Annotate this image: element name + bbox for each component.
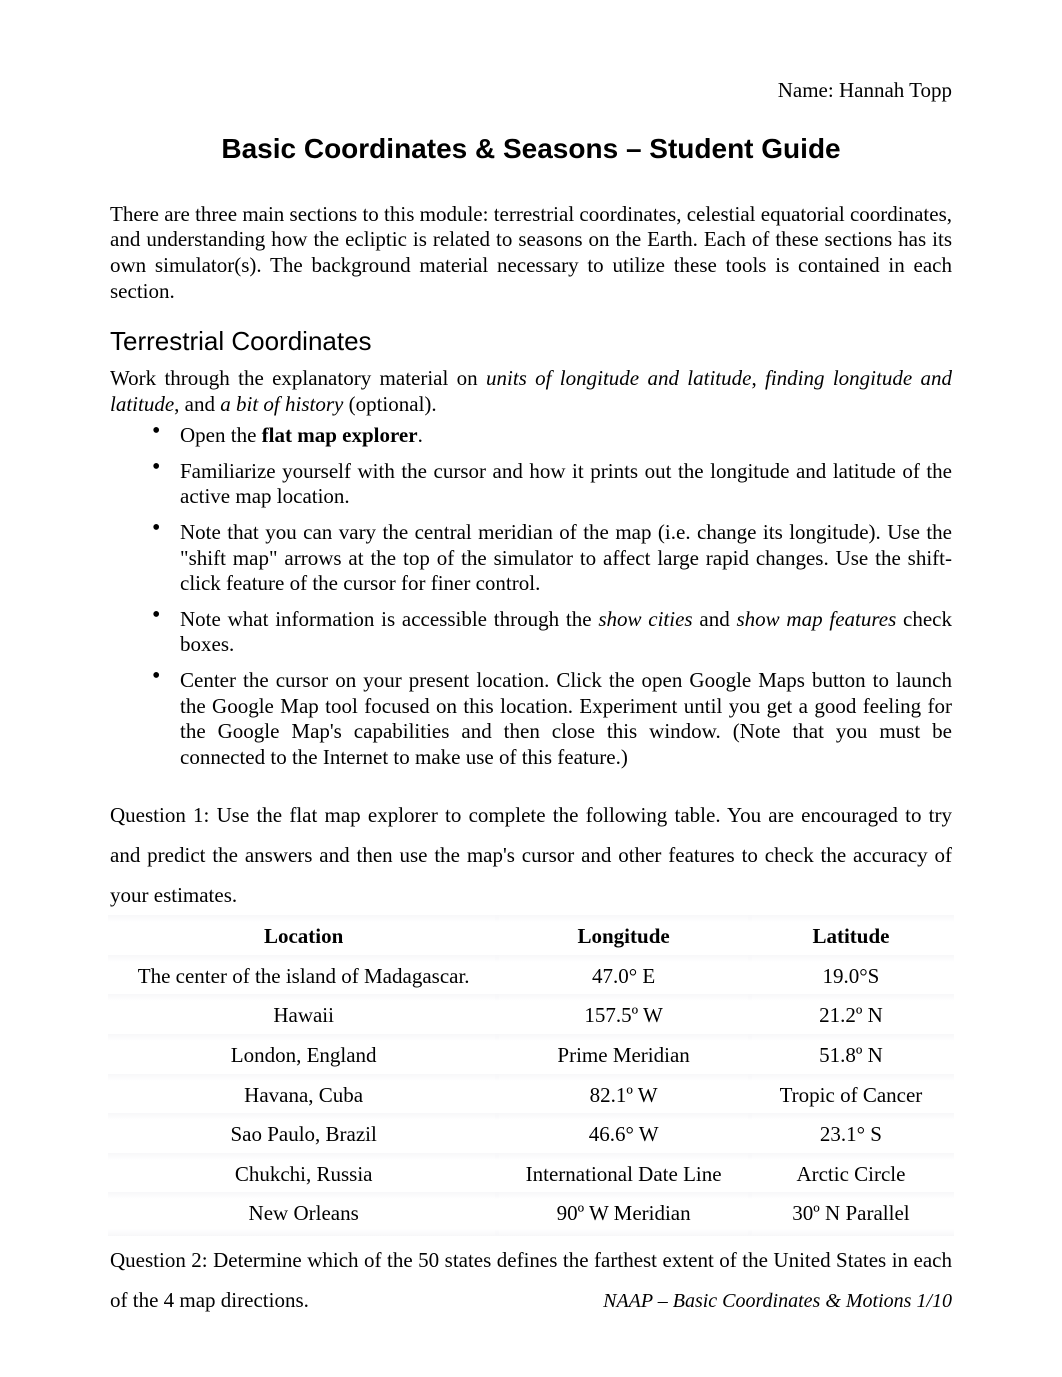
bullet-text: Note what information is accessible thro… [180,607,598,631]
list-item: Open the flat map explorer. [152,423,952,449]
cell-longitude: 47.0° E [497,957,750,997]
col-header-latitude: Latitude [750,920,952,957]
bullet-text: . [418,423,423,447]
table-row: The center of the island of Madagascar. … [110,957,952,997]
intro-paragraph: There are three main sections to this mo… [110,202,952,304]
col-header-longitude: Longitude [497,920,750,957]
bullet-text: Familiarize yourself with the cursor and… [180,459,952,509]
section-lead-in: Work through the explanatory material on… [110,366,952,417]
cell-latitude: Tropic of Cancer [750,1076,952,1116]
lead-text-c: , [751,366,765,390]
cell-latitude: 23.1° S [750,1115,952,1155]
list-item: Center the cursor on your present locati… [152,668,952,770]
bullet-text: Center the cursor on your present locati… [180,668,952,769]
cell-location: Sao Paulo, Brazil [110,1115,497,1155]
question-1: Question 1: Use the flat map explorer to… [110,796,952,916]
cell-latitude: 21.2º N [750,996,952,1036]
cell-location: Chukchi, Russia [110,1155,497,1195]
cell-location: Hawaii [110,996,497,1036]
cell-longitude: 90º W Meridian [497,1194,750,1234]
cell-location: The center of the island of Madagascar. [110,957,497,997]
table-row: London, England Prime Meridian 51.8º N [110,1036,952,1076]
lead-text-e: , and [174,392,220,416]
student-name-line: Name: Hannah Topp [110,78,952,104]
cell-location: Havana, Cuba [110,1076,497,1116]
cell-latitude: 19.0°S [750,957,952,997]
bullet-text: and [693,607,737,631]
table-row: Hawaii 157.5º W 21.2º N [110,996,952,1036]
col-header-location: Location [110,920,497,957]
cell-location: London, England [110,1036,497,1076]
cell-longitude: 46.6° W [497,1115,750,1155]
bullet-list: Open the flat map explorer. Familiarize … [110,423,952,770]
bullet-em: show cities [598,607,692,631]
list-item: Note what information is accessible thro… [152,607,952,658]
bullet-strong: flat map explorer [262,423,418,447]
table-row: New Orleans 90º W Meridian 30º N Paralle… [110,1194,952,1234]
list-item: Note that you can vary the central merid… [152,520,952,597]
table-row: Havana, Cuba 82.1º W Tropic of Cancer [110,1076,952,1116]
lead-text-f: a bit of history [220,392,343,416]
page-title: Basic Coordinates & Seasons – Student Gu… [110,132,952,166]
page-footer: NAAP – Basic Coordinates & Motions 1/10 [603,1289,952,1313]
cell-longitude: 82.1º W [497,1076,750,1116]
section-heading-terrestrial: Terrestrial Coordinates [110,326,952,358]
lead-text-b: units of longitude and latitude [486,366,751,390]
table-row: Sao Paulo, Brazil 46.6° W 23.1° S [110,1115,952,1155]
list-item: Familiarize yourself with the cursor and… [152,459,952,510]
bullet-text: Open the [180,423,262,447]
coordinates-table: Location Longitude Latitude The center o… [110,920,952,1237]
bullet-em: show map features [736,607,896,631]
cell-latitude: 51.8º N [750,1036,952,1076]
lead-text-a: Work through the explanatory material on [110,366,486,390]
cell-longitude: International Date Line [497,1155,750,1195]
bullet-text: Note that you can vary the central merid… [180,520,952,595]
lead-text-g: (optional). [343,392,436,416]
cell-latitude: Arctic Circle [750,1155,952,1195]
table-header-row: Location Longitude Latitude [110,920,952,957]
page: Name: Hannah Topp Basic Coordinates & Se… [0,0,1062,1377]
cell-longitude: Prime Meridian [497,1036,750,1076]
table-row: Chukchi, Russia International Date Line … [110,1155,952,1195]
cell-longitude: 157.5º W [497,996,750,1036]
cell-location: New Orleans [110,1194,497,1234]
cell-latitude: 30º N Parallel [750,1194,952,1234]
